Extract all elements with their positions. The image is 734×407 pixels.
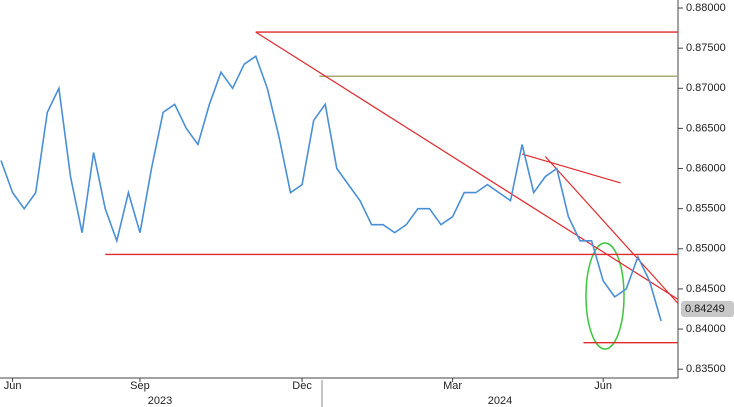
- y-tick-label: 0.85000: [686, 243, 726, 255]
- x-group-label: 2024: [488, 395, 512, 407]
- trend-line: [544, 156, 679, 304]
- x-group-label: 2023: [148, 395, 172, 407]
- x-tick-label: Jun: [594, 380, 612, 392]
- y-tick-label: 0.83500: [686, 363, 726, 375]
- y-tick-label: 0.87000: [686, 82, 726, 94]
- y-tick-label: 0.84500: [686, 283, 726, 295]
- y-tick-label: 0.88000: [686, 2, 726, 14]
- trend-line: [521, 153, 621, 184]
- y-tick-label: 0.85500: [686, 203, 726, 215]
- highlight-ellipse: [585, 242, 625, 350]
- y-tick-label: 0.84000: [686, 323, 726, 335]
- y-tick-label: 0.87500: [686, 42, 726, 54]
- last-price-label: 0.84249: [685, 303, 725, 315]
- x-tick-label: Jun: [4, 380, 22, 392]
- price-line: [0, 54, 662, 322]
- x-tick-label: Dec: [292, 380, 312, 392]
- last-price-box: [681, 301, 734, 318]
- x-tick-label: Mar: [443, 380, 462, 392]
- x-tick-label: Sep: [130, 380, 150, 392]
- trend-line: [255, 31, 679, 300]
- y-tick-label: 0.86000: [686, 162, 726, 174]
- y-tick-label: 0.86500: [686, 122, 726, 134]
